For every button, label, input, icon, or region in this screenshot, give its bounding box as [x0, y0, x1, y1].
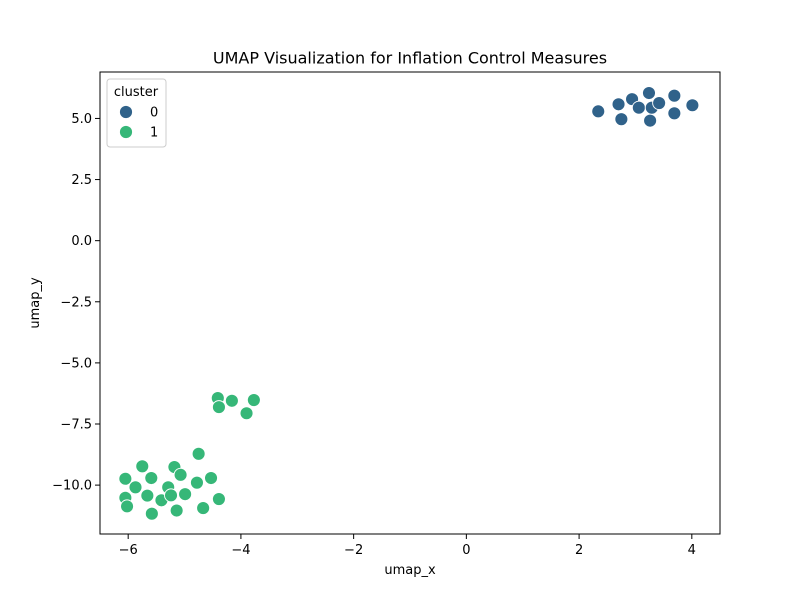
- plot-frame: [99, 71, 721, 535]
- point-cluster-1: [224, 393, 239, 408]
- y-tick-label: 0.0: [71, 234, 92, 249]
- point-cluster-0: [652, 96, 667, 110]
- data-points: [118, 86, 700, 521]
- legend-marker-cluster-0: [119, 105, 133, 119]
- point-cluster-1: [144, 471, 159, 485]
- point-cluster-0: [643, 113, 658, 128]
- point-cluster-1: [246, 393, 261, 407]
- y-tick-label: −5.0: [60, 356, 92, 371]
- point-cluster-1: [204, 471, 218, 485]
- point-cluster-1: [118, 471, 133, 486]
- point-cluster-1: [191, 446, 206, 461]
- x-tick-label: 2: [575, 543, 583, 558]
- legend-marker-cluster-1: [119, 125, 133, 139]
- chart-title: UMAP Visualization for Inflation Control…: [213, 49, 607, 68]
- point-cluster-0: [667, 88, 682, 103]
- point-cluster-0: [614, 112, 629, 127]
- y-axis-label: umap_y: [28, 277, 43, 329]
- x-tick-label: 0: [462, 543, 470, 558]
- point-cluster-1: [144, 506, 159, 521]
- point-cluster-0: [631, 100, 646, 115]
- point-cluster-0: [611, 97, 626, 112]
- point-cluster-1: [239, 406, 254, 421]
- point-cluster-1: [173, 467, 188, 482]
- point-cluster-1: [211, 492, 226, 506]
- point-cluster-1: [135, 459, 150, 474]
- point-cluster-0: [642, 86, 656, 100]
- point-cluster-1: [169, 503, 184, 518]
- point-cluster-0: [667, 106, 682, 121]
- point-cluster-1: [211, 400, 226, 415]
- y-tick-label: 5.0: [71, 112, 92, 127]
- y-tick-label: −7.5: [60, 418, 92, 433]
- x-tick-label: −6: [119, 543, 138, 558]
- point-cluster-1: [189, 475, 204, 490]
- point-cluster-1: [178, 487, 193, 502]
- legend-title: cluster: [114, 85, 159, 100]
- point-cluster-1: [164, 488, 178, 503]
- x-tick-label: 4: [688, 543, 696, 558]
- legend-label-cluster-0: 0: [150, 106, 158, 121]
- y-tick-label: 2.5: [71, 173, 92, 188]
- axis-ticks: −6 −4 −2 0 2 4 −10.0 −7.5 −5.0 −2.5 0.0 2.5 5.0: [52, 112, 696, 558]
- point-cluster-1: [196, 501, 211, 516]
- x-tick-label: −4: [231, 543, 250, 558]
- x-tick-label: −2: [344, 543, 363, 558]
- legend: cluster 0 1: [106, 78, 167, 148]
- point-cluster-1: [120, 499, 135, 514]
- point-cluster-0: [685, 98, 700, 113]
- x-axis-label: umap_x: [384, 563, 436, 578]
- y-tick-label: −10.0: [52, 479, 92, 494]
- point-cluster-1: [128, 480, 143, 495]
- point-cluster-1: [140, 488, 155, 503]
- y-tick-label: −2.5: [60, 295, 92, 310]
- point-cluster-0: [591, 104, 606, 119]
- legend-label-cluster-1: 1: [150, 126, 158, 141]
